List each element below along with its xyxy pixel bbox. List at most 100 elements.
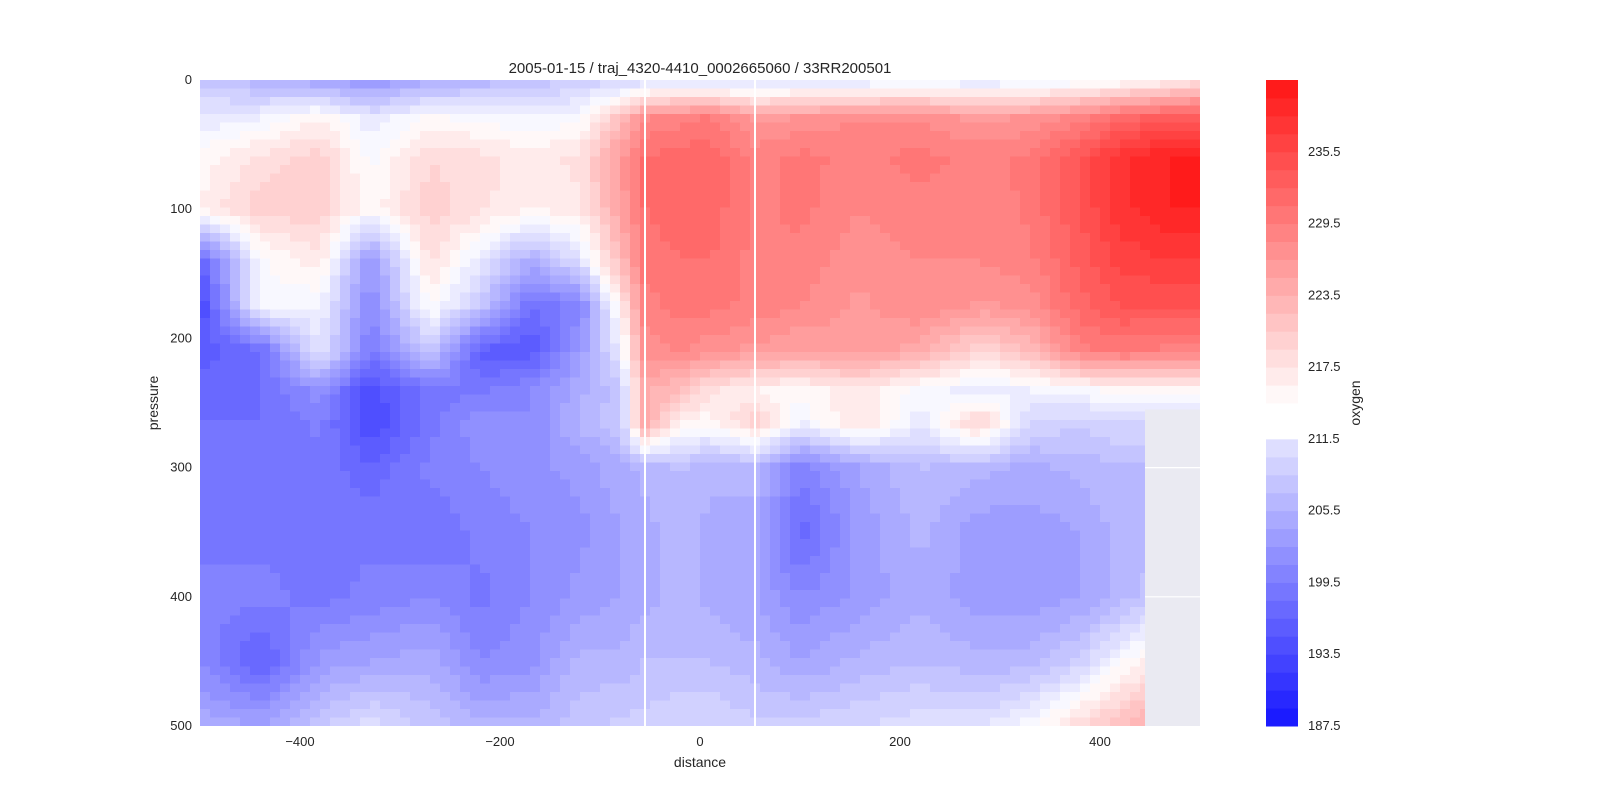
heatmap-cell [1120, 156, 1131, 166]
heatmap-cell [490, 148, 501, 158]
heatmap-cell [780, 309, 791, 319]
heatmap-cell [380, 326, 391, 336]
heatmap-cell [890, 258, 901, 268]
heatmap-cell [340, 233, 351, 243]
heatmap-cell [670, 88, 681, 98]
heatmap-cell [510, 199, 521, 209]
heatmap-cell [1120, 216, 1131, 226]
heatmap-cell [830, 411, 841, 421]
heatmap-cell [820, 377, 831, 387]
heatmap-cell [370, 190, 381, 200]
heatmap-cell [760, 454, 771, 464]
heatmap-cell [390, 284, 401, 294]
heatmap-cell [940, 182, 951, 192]
heatmap-cell [1130, 165, 1141, 175]
heatmap-cell [790, 488, 801, 498]
heatmap-cell [360, 318, 371, 328]
heatmap-cell [590, 275, 601, 285]
heatmap-cell [730, 148, 741, 158]
heatmap-cell [390, 250, 401, 260]
heatmap-cell [460, 352, 471, 362]
heatmap-cell [650, 216, 661, 226]
heatmap-cell [1180, 139, 1191, 149]
heatmap-cell [500, 105, 511, 115]
heatmap-cell [230, 403, 241, 413]
heatmap-cell [1150, 360, 1161, 370]
heatmap-cell [540, 326, 551, 336]
heatmap-cell [1190, 224, 1200, 234]
heatmap-cell [760, 173, 771, 183]
heatmap-cell [490, 207, 501, 217]
heatmap-cell [360, 190, 371, 200]
heatmap-cell [1040, 139, 1051, 149]
heatmap-cell [500, 173, 511, 183]
heatmap-cell [910, 207, 921, 217]
heatmap-cell [920, 148, 931, 158]
heatmap-cell [290, 88, 301, 98]
heatmap-cell [220, 411, 231, 421]
heatmap-cell [570, 411, 581, 421]
heatmap-cell [320, 114, 331, 124]
heatmap-cell [270, 224, 281, 234]
heatmap-cell [440, 496, 451, 506]
heatmap-cell [770, 97, 781, 107]
heatmap-cell [740, 479, 751, 489]
heatmap-cell [510, 241, 521, 251]
heatmap-cell [1020, 165, 1031, 175]
heatmap-cell [1000, 360, 1011, 370]
heatmap-cell [700, 488, 711, 498]
heatmap-cell [560, 114, 571, 124]
heatmap-cell [700, 258, 711, 268]
heatmap-cell [570, 97, 581, 107]
heatmap-cell [1060, 369, 1071, 379]
heatmap-cell [450, 207, 461, 217]
heatmap-cell [840, 352, 851, 362]
heatmap-cell [790, 156, 801, 166]
heatmap-cell [490, 267, 501, 277]
heatmap-cell [820, 131, 831, 141]
heatmap-cell [350, 428, 361, 438]
heatmap-cell [320, 182, 331, 192]
heatmap-cell [850, 352, 861, 362]
heatmap-cell [710, 326, 721, 336]
heatmap-cell [260, 267, 271, 277]
heatmap-cell [250, 360, 261, 370]
heatmap-cell [480, 80, 491, 90]
heatmap-cell [1070, 97, 1081, 107]
heatmap-cell [610, 97, 621, 107]
heatmap-cell [1140, 267, 1151, 277]
heatmap-cell [660, 258, 671, 268]
heatmap-cell [490, 326, 501, 336]
heatmap-cell [280, 267, 291, 277]
heatmap-cell [1130, 386, 1141, 396]
heatmap-cell [910, 267, 921, 277]
heatmap-cell [290, 148, 301, 158]
heatmap-cell [940, 250, 951, 260]
heatmap-cell [490, 114, 501, 124]
heatmap-cell [450, 190, 461, 200]
heatmap-cell [1080, 343, 1091, 353]
heatmap-cell [370, 343, 381, 353]
heatmap-cell [440, 165, 451, 175]
heatmap-cell [580, 139, 591, 149]
heatmap-cell [720, 309, 731, 319]
heatmap-cell [730, 445, 741, 455]
heatmap-cell [880, 131, 891, 141]
heatmap-cell [1070, 437, 1081, 447]
heatmap-cell [1120, 148, 1131, 158]
heatmap-cell [1110, 445, 1121, 455]
heatmap-cell [770, 352, 781, 362]
heatmap-cell [1130, 326, 1141, 336]
heatmap-cell [360, 445, 371, 455]
heatmap-cell [570, 292, 581, 302]
heatmap-cell [800, 284, 811, 294]
heatmap-cell [580, 386, 591, 396]
heatmap-cell [890, 131, 901, 141]
heatmap-cell [1060, 131, 1071, 141]
heatmap-cell [880, 420, 891, 430]
heatmap-cell [920, 122, 931, 132]
heatmap-cell [450, 233, 461, 243]
heatmap-cell [650, 411, 661, 421]
heatmap-cell [380, 114, 391, 124]
